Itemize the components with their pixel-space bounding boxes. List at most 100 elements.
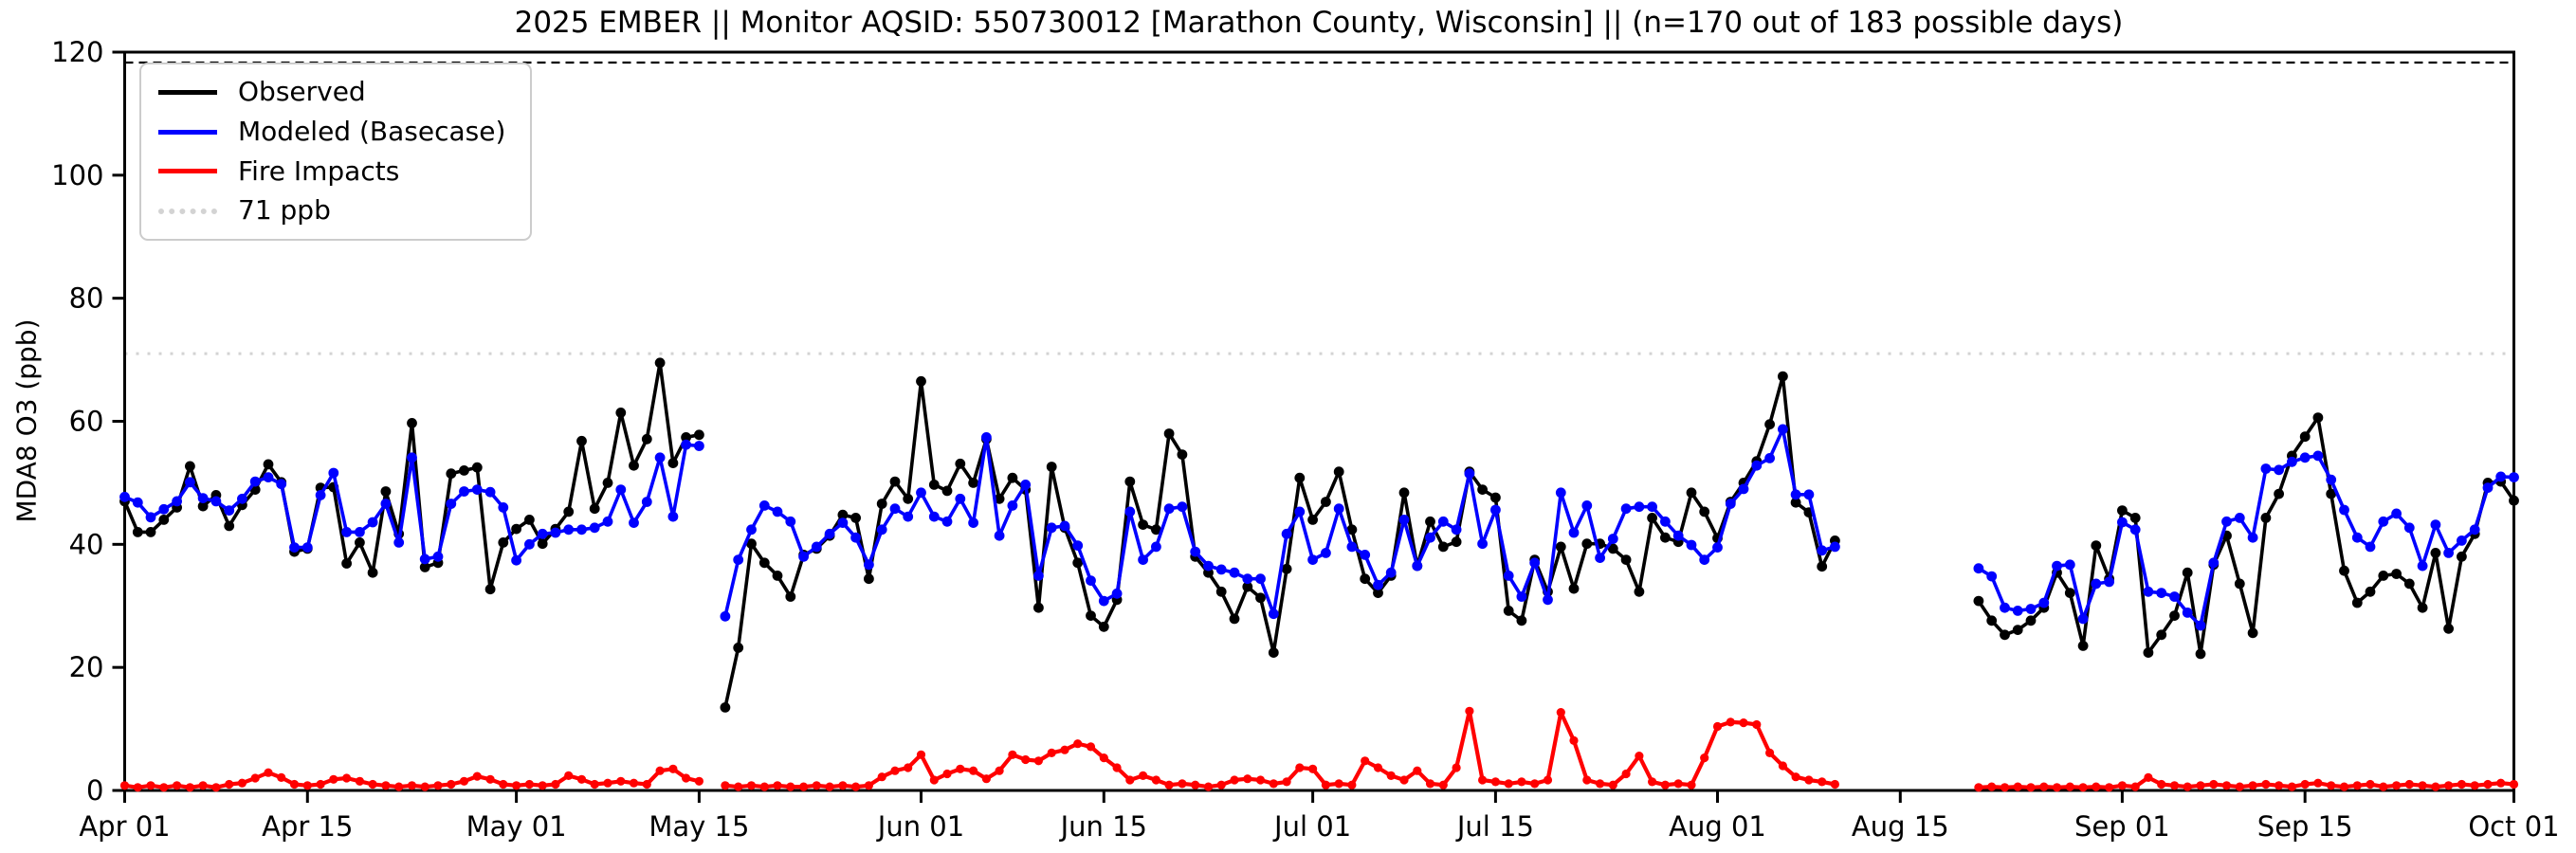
modeled-basecase-marker <box>824 528 835 539</box>
observed-marker <box>1321 497 1331 507</box>
modeled-basecase-marker <box>811 541 822 553</box>
fire-impacts-marker <box>459 776 469 786</box>
observed-marker <box>2169 610 2180 621</box>
observed-marker <box>1072 557 1084 569</box>
fire-impacts-marker <box>1712 721 1723 732</box>
fire-impacts-marker <box>2457 779 2466 789</box>
fire-impacts-marker <box>2039 782 2049 791</box>
modeled-basecase-marker <box>1086 575 1096 586</box>
modeled-basecase-marker <box>2312 450 2324 462</box>
modeled-basecase-marker <box>576 524 587 535</box>
fire-impacts-marker <box>1230 775 1239 785</box>
x-tick-label-Apr-15: Apr 15 <box>262 810 353 843</box>
observed-marker <box>2091 540 2102 551</box>
fire-impacts-marker <box>1608 780 1617 789</box>
modeled-basecase-marker <box>2156 588 2167 598</box>
modeled-basecase-marker <box>2469 524 2480 535</box>
modeled-basecase-marker <box>641 497 652 507</box>
observed-marker <box>1086 610 1096 621</box>
observed-marker <box>1764 419 1775 430</box>
modeled-basecase-marker <box>498 502 509 513</box>
modeled-basecase-marker <box>2143 586 2154 597</box>
fire-impacts-marker <box>1269 779 1278 789</box>
fire-impacts-marker <box>2117 781 2127 790</box>
fire-impacts-marker <box>916 750 926 759</box>
fire-impacts-marker <box>2379 782 2388 791</box>
fire-impacts-marker <box>381 781 391 790</box>
fire-impacts-marker <box>2013 782 2022 791</box>
observed-marker <box>2509 495 2519 506</box>
legend-line-swatch <box>158 89 217 95</box>
observed-marker <box>955 458 966 469</box>
fire-impacts-marker <box>1399 775 1409 785</box>
fire-impacts-line <box>122 709 2516 789</box>
observed-marker <box>2143 647 2154 658</box>
observed-marker <box>876 499 887 509</box>
modeled-basecase-marker <box>2117 517 2128 528</box>
fire-impacts-marker <box>394 782 404 791</box>
observed-marker <box>629 460 639 471</box>
fire-impacts-marker <box>2169 781 2180 790</box>
fire-impacts-marker <box>329 774 338 784</box>
observed-marker <box>1007 472 1018 483</box>
modeled-basecase-marker <box>864 559 874 571</box>
modeled-basecase-marker <box>471 484 483 495</box>
modeled-basecase-marker <box>1321 548 1331 558</box>
modeled-basecase-marker <box>1712 542 1723 553</box>
fire-impacts-marker <box>2130 782 2140 791</box>
modeled-basecase-marker <box>2365 541 2376 553</box>
modeled-basecase-marker <box>1477 538 1488 550</box>
fire-impacts-marker <box>864 781 874 790</box>
fire-impacts-marker <box>211 783 221 792</box>
observed-marker <box>1360 573 1371 585</box>
observed-marker <box>694 429 704 441</box>
fire-impacts-marker <box>2157 779 2166 789</box>
fire-impacts-marker <box>1216 780 1226 789</box>
observed-marker <box>785 591 796 602</box>
modeled-basecase-marker <box>1072 540 1084 551</box>
modeled-basecase-marker <box>941 516 953 527</box>
observed-marker <box>641 433 652 445</box>
fire-impacts-marker <box>133 783 142 792</box>
observed-marker <box>1229 613 1240 625</box>
fire-impacts-marker <box>2261 779 2271 789</box>
fire-impacts-marker <box>1334 779 1343 789</box>
fire-impacts-marker <box>512 781 521 790</box>
observed-marker <box>2025 615 2037 626</box>
modeled-basecase-marker <box>2195 620 2206 631</box>
modeled-basecase-marker <box>1346 541 1358 553</box>
modeled-basecase-marker <box>785 516 796 527</box>
modeled-basecase-marker <box>968 517 978 528</box>
fire-impacts-marker <box>1373 763 1383 772</box>
observed-marker <box>1046 462 1057 472</box>
modeled-basecase-marker <box>145 512 156 523</box>
observed-marker <box>941 485 953 497</box>
modeled-basecase-marker <box>2287 456 2297 467</box>
modeled-basecase-marker <box>2430 519 2441 530</box>
observed-marker <box>2443 623 2455 634</box>
observed-marker <box>1647 513 1657 523</box>
observed-marker <box>681 432 691 443</box>
observed-line <box>122 361 2516 710</box>
modeled-basecase-marker <box>237 493 247 504</box>
fire-impacts-marker <box>1987 782 1997 791</box>
fire-impacts-marker <box>2275 781 2284 790</box>
modeled-basecase-marker <box>1059 520 1070 532</box>
modeled-basecase-marker <box>2208 557 2220 569</box>
fire-impacts-marker <box>2000 783 2010 792</box>
modeled-basecase-marker <box>1817 545 1828 556</box>
modeled-basecase-marker <box>2052 560 2062 572</box>
modeled-basecase-marker <box>1398 515 1410 525</box>
observed-marker <box>2247 627 2258 639</box>
modeled-basecase-marker <box>1986 571 1998 582</box>
observed-marker <box>380 486 392 497</box>
legend-label: Fire Impacts <box>238 154 400 187</box>
fire-impacts-marker <box>851 782 861 791</box>
legend-label: Modeled (Basecase) <box>238 115 506 147</box>
observed-marker <box>367 567 378 578</box>
observed-marker <box>1268 647 1279 658</box>
modeled-basecase-marker <box>1790 489 1801 500</box>
modeled-basecase-marker <box>419 554 430 565</box>
modeled-basecase-marker <box>1307 554 1318 565</box>
